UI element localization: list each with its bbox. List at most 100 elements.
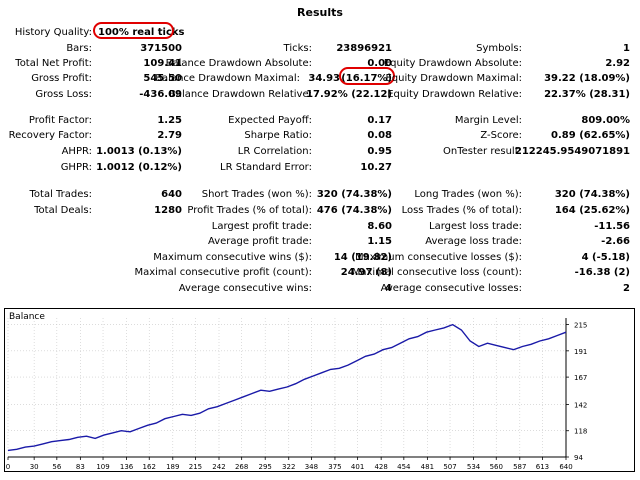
expected-payoff-value: 0.17 bbox=[367, 115, 392, 126]
y-tick-label: 215 bbox=[574, 322, 587, 330]
largest-loss-label: Largest loss trade: bbox=[429, 221, 522, 232]
gross-profit-value: 545.50 bbox=[143, 73, 182, 84]
total-net-profit-label: Total Net Profit: bbox=[15, 58, 92, 69]
x-tick-label: 0 bbox=[6, 463, 10, 471]
x-tick-label: 162 bbox=[143, 463, 156, 471]
ticks-value: 23896921 bbox=[336, 43, 392, 54]
largest-loss-value: -11.56 bbox=[594, 221, 630, 232]
symbols-value: 1 bbox=[623, 43, 630, 54]
recovery-factor-label: Recovery Factor: bbox=[8, 130, 92, 141]
report-title: Results bbox=[297, 6, 343, 19]
avg-consec-wins-value: 4 bbox=[385, 283, 392, 294]
x-tick-label: 215 bbox=[189, 463, 202, 471]
gross-loss-value: -436.09 bbox=[139, 89, 182, 100]
avg-consec-losses-label: Average consecutive losses: bbox=[380, 283, 522, 294]
recovery-factor-value: 2.79 bbox=[157, 130, 182, 141]
lr-correlation-label: LR Correlation: bbox=[237, 146, 312, 157]
sharpe-ratio-label: Sharpe Ratio: bbox=[244, 130, 312, 141]
y-tick-label: 191 bbox=[574, 348, 587, 356]
y-tick-label: 94 bbox=[574, 454, 583, 462]
loss-trades-label: Loss Trades (% of total): bbox=[401, 205, 522, 216]
balance-line bbox=[7, 323, 567, 452]
lr-std-error-label: LR Standard Error: bbox=[220, 162, 312, 173]
x-tick-label: 454 bbox=[397, 463, 411, 471]
profit-factor-value: 1.25 bbox=[157, 115, 182, 126]
x-tick-label: 136 bbox=[120, 463, 134, 471]
margin-level-label: Margin Level: bbox=[454, 115, 522, 126]
x-tick-label: 507 bbox=[443, 463, 456, 471]
margin-level-value: 809.00% bbox=[581, 115, 630, 126]
loss-trades-value: 164 (25.62%) bbox=[554, 205, 630, 216]
max-consec-wins-value: 14 (19.82) bbox=[333, 252, 392, 263]
avg-loss-value: -2.66 bbox=[601, 236, 630, 247]
maximal-consec-loss-label: Maximal consecutive loss (count): bbox=[351, 267, 522, 278]
history-quality-highlight bbox=[93, 22, 174, 39]
long-trades-label: Long Trades (won %): bbox=[414, 189, 522, 200]
x-tick-label: 242 bbox=[212, 463, 225, 471]
x-tick-label: 401 bbox=[351, 463, 364, 471]
x-tick-label: 428 bbox=[374, 463, 387, 471]
max-consec-losses-value: 4 (-5.18) bbox=[581, 252, 630, 263]
x-tick-label: 640 bbox=[559, 463, 572, 471]
gross-profit-label: Gross Profit: bbox=[31, 73, 92, 84]
equity-dd-max-label: Equity Drawdown Maximal: bbox=[385, 73, 522, 84]
total-trades-label: Total Trades: bbox=[29, 189, 93, 200]
sharpe-ratio-value: 0.08 bbox=[367, 130, 392, 141]
avg-profit-label: Average profit trade: bbox=[207, 236, 312, 247]
avg-profit-value: 1.15 bbox=[367, 236, 392, 247]
bars-label: Bars: bbox=[66, 43, 92, 54]
avg-loss-label: Average loss trade: bbox=[425, 236, 522, 247]
balance-dd-rel-label: Balance Drawdown Relative: bbox=[168, 89, 312, 100]
z-score-value: 0.89 (62.65%) bbox=[551, 130, 630, 141]
largest-profit-label: Largest profit trade: bbox=[211, 221, 312, 232]
x-tick-label: 295 bbox=[259, 463, 272, 471]
chart-title: Balance bbox=[9, 312, 45, 322]
equity-dd-abs-value: 2.92 bbox=[605, 58, 630, 69]
profit-trades-label: Profit Trades (% of total): bbox=[187, 205, 312, 216]
x-tick-label: 534 bbox=[467, 463, 481, 471]
maximal-consec-loss-value: -16.38 (2) bbox=[574, 267, 630, 278]
profit-trades-value: 476 (74.38%) bbox=[316, 205, 392, 216]
history-quality-value: 100% real ticks bbox=[98, 27, 185, 38]
lr-correlation-value: 0.95 bbox=[367, 146, 392, 157]
ghpr-label: GHPR: bbox=[60, 162, 92, 173]
short-trades-label: Short Trades (won %): bbox=[201, 189, 312, 200]
largest-profit-value: 8.60 bbox=[367, 221, 392, 232]
x-tick-label: 30 bbox=[30, 463, 39, 471]
symbols-label: Symbols: bbox=[476, 43, 522, 54]
maximal-consec-profit-label: Maximal consecutive profit (count): bbox=[134, 267, 312, 278]
x-tick-label: 613 bbox=[536, 463, 549, 471]
x-tick-label: 268 bbox=[235, 463, 248, 471]
x-tick-label: 83 bbox=[76, 463, 85, 471]
equity-dd-abs-label: Equity Drawdown Absolute: bbox=[383, 58, 522, 69]
long-trades-value: 320 (74.38%) bbox=[554, 189, 630, 200]
balance-dd-max-label: Balance Drawdown Maximal: bbox=[155, 73, 300, 84]
chart-frame bbox=[4, 308, 635, 472]
x-tick-label: 189 bbox=[166, 463, 179, 471]
total-net-profit-value: 109.41 bbox=[143, 58, 182, 69]
equity-dd-max-value: 39.22 (18.09%) bbox=[544, 73, 630, 84]
ghpr-value: 1.0012 (0.12%) bbox=[96, 162, 182, 173]
ontester-value: 212245.9549071891 bbox=[514, 146, 630, 157]
x-tick-label: 322 bbox=[282, 463, 295, 471]
history-quality-label: History Quality: bbox=[14, 27, 92, 38]
y-tick-label: 118 bbox=[574, 428, 587, 436]
y-tick-label: 142 bbox=[574, 401, 587, 409]
max-consec-wins-label: Maximum consecutive wins ($): bbox=[153, 252, 312, 263]
drawdown-highlight bbox=[339, 67, 395, 85]
balance-dd-abs-value: 0.00 bbox=[367, 58, 392, 69]
x-tick-label: 56 bbox=[52, 463, 61, 471]
z-score-label: Z-Score: bbox=[480, 130, 522, 141]
expected-payoff-label: Expected Payoff: bbox=[228, 115, 312, 126]
ahpr-value: 1.0013 (0.13%) bbox=[96, 146, 182, 157]
avg-consec-wins-label: Average consecutive wins: bbox=[178, 283, 312, 294]
x-tick-label: 560 bbox=[490, 463, 503, 471]
balance-dd-abs-label: Balance Drawdown Absolute: bbox=[165, 58, 312, 69]
balance-dd-rel-value: 17.92% (22.12) bbox=[306, 89, 392, 100]
balance-dd-max-pct: (16.17%) bbox=[341, 73, 392, 84]
x-tick-label: 109 bbox=[96, 463, 109, 471]
total-deals-value: 1280 bbox=[154, 205, 182, 216]
bars-value: 371500 bbox=[140, 43, 182, 54]
avg-consec-losses-value: 2 bbox=[623, 283, 630, 294]
x-tick-label: 375 bbox=[328, 463, 341, 471]
